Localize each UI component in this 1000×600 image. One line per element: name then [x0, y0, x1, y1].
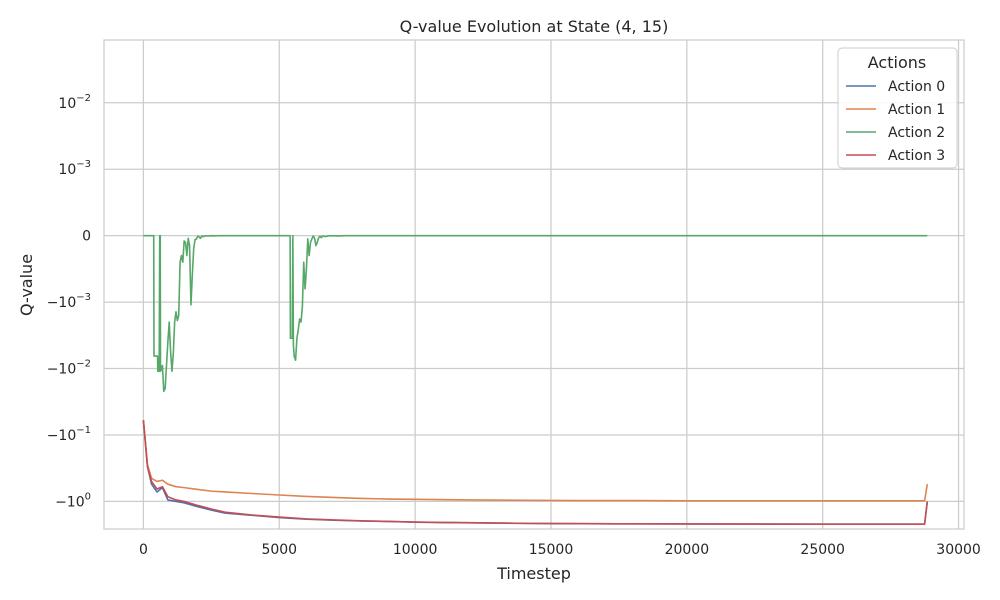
y-tick-exponent: −3	[76, 292, 91, 303]
x-tick-label: 30000	[936, 542, 981, 558]
legend-items: Action 0 Action 1 Action 2 Action 3	[846, 79, 945, 164]
y-tick-exponent: −3	[76, 159, 91, 170]
y-tick-exponent: −2	[76, 359, 91, 370]
plot-frame	[103, 39, 965, 530]
y-tick-exponent: 0	[85, 491, 91, 502]
x-tick-label: 20000	[665, 542, 710, 558]
y-tick-label: −100	[55, 491, 91, 510]
y-tick-base: 0	[82, 229, 91, 245]
x-tick-label: 15000	[529, 542, 574, 558]
legend: Actions Action 0 Action 1 Action 2 Action 3	[837, 47, 958, 169]
series-line-action-2	[143, 234, 928, 393]
plot-background	[104, 40, 964, 529]
y-tick-exponent: −2	[76, 93, 91, 104]
y-tick-base: −10	[47, 295, 77, 311]
y-axis-label: Q-value	[17, 254, 36, 316]
x-tick-label: 25000	[800, 542, 845, 558]
legend-label: Action 1	[888, 102, 945, 118]
y-tick-label: −10−2	[47, 359, 91, 378]
legend-title: Actions	[868, 53, 926, 72]
series-lines	[142, 234, 929, 525]
y-tick-labels: 10−210−30−10−3−10−2−10−1−100	[47, 93, 91, 511]
y-tick-label: −10−3	[47, 292, 91, 311]
legend-label: Action 3	[888, 148, 945, 164]
legend-label: Action 2	[888, 125, 945, 141]
x-tick-label: 10000	[393, 542, 438, 558]
x-axis-label: Timestep	[496, 564, 571, 583]
y-tick-base: −10	[47, 362, 77, 378]
x-tick-label: 0	[139, 542, 148, 558]
legend-label: Action 0	[888, 79, 945, 95]
x-tick-label: 5000	[261, 542, 297, 558]
y-tick-base: 10	[58, 162, 76, 178]
y-tick-label: 10−3	[58, 159, 91, 178]
legend-box	[837, 47, 958, 169]
series-line-action-1	[142, 420, 929, 502]
y-tick-label: 10−2	[58, 93, 91, 112]
y-tick-label: −10−1	[47, 425, 91, 444]
y-tick-base: −10	[55, 494, 85, 510]
chart-title: Q-value Evolution at State (4, 15)	[400, 17, 669, 36]
series-line-action-3	[142, 420, 929, 525]
x-tick-labels: 0 5000 10000 15000 20000 25000 30000	[139, 542, 981, 558]
y-tick-base: 10	[58, 96, 76, 112]
y-tick-exponent: −1	[76, 425, 91, 436]
y-tick-base: −10	[47, 428, 77, 444]
y-tick-label: 0	[82, 229, 91, 245]
